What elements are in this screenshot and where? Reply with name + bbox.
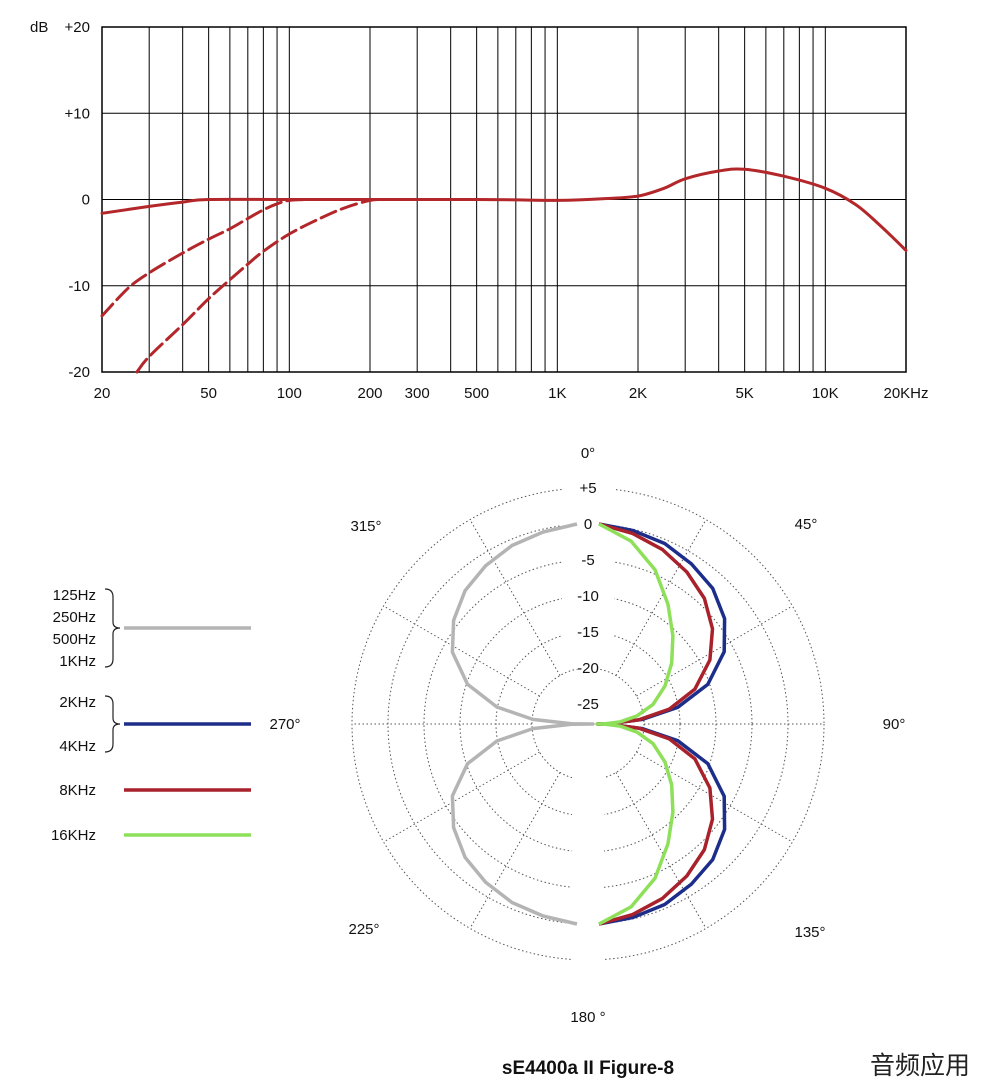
response-curve-2: [100, 198, 312, 318]
legend-label: 16KHz: [51, 827, 96, 844]
ring-label: -20: [577, 660, 599, 677]
polar-pattern-chart: +5 0 -5 -10 -15 -20 -25 0° 45° 90° 135° 180 ° 225° 27…: [51, 445, 970, 1080]
polar-spoke: [597, 519, 707, 707]
polar-spoke: [469, 741, 579, 929]
polar-curve-1: [450, 522, 595, 926]
frequency-response-chart: +20 +10 0 -10 -20 dB 20 50 100 200 300 500 1K 2K 5K 10K…: [30, 19, 929, 402]
legend-label: 1KHz: [59, 653, 96, 670]
x-tick-label: 300: [405, 385, 430, 402]
y-tick-label: +20: [65, 19, 90, 36]
x-tick-label: 1K: [548, 385, 566, 402]
x-tick-label: 500: [464, 385, 489, 402]
y-tick-label: -10: [68, 278, 90, 295]
legend-brace: [104, 588, 121, 668]
angle-label: 315°: [350, 518, 381, 535]
x-tick-label: 50: [200, 385, 217, 402]
legend-label: 500Hz: [53, 631, 96, 648]
polar-bottom-gap: [572, 764, 604, 970]
x-tick-label: 100: [277, 385, 302, 402]
y-tick-label: 0: [82, 192, 90, 209]
angle-label: 0°: [581, 445, 595, 462]
polar-spoke: [383, 605, 571, 715]
legend-label: 2KHz: [59, 694, 96, 711]
polar-spoke: [605, 605, 793, 715]
legend-brace: [104, 695, 121, 753]
polar-spoke: [597, 741, 707, 929]
ring-label: -15: [577, 624, 599, 641]
x-tick-label: 20KHz: [883, 385, 928, 402]
polar-spoke: [469, 519, 579, 707]
response-curve-3: [135, 197, 388, 374]
angle-label: 225°: [348, 921, 379, 938]
polar-spoke: [383, 733, 571, 843]
angle-label: 180 °: [570, 1009, 605, 1026]
legend-label: 8KHz: [59, 782, 96, 799]
polar-scale-gap: [562, 483, 614, 669]
y-tick-label: +10: [65, 105, 90, 122]
ring-label: +5: [579, 480, 596, 497]
angle-label: 45°: [795, 516, 818, 533]
legend-label: 125Hz: [53, 587, 96, 604]
chart-title: sE4400a II Figure-8: [502, 1058, 674, 1079]
angle-label: 270°: [269, 716, 300, 733]
polar-ring: [351, 487, 825, 961]
legend-label: 250Hz: [53, 609, 96, 626]
watermark: 音频应用: [870, 1051, 970, 1080]
x-tick-label: 20: [94, 385, 111, 402]
x-tick-label: 2K: [629, 385, 647, 402]
ring-label: -10: [577, 588, 599, 605]
angle-label: 135°: [794, 924, 825, 941]
angle-label: 90°: [883, 716, 906, 733]
x-tick-label: 5K: [735, 385, 753, 402]
y-axis-label: dB: [30, 19, 48, 36]
legend-label: 4KHz: [59, 738, 96, 755]
x-tick-label: 10K: [812, 385, 839, 402]
ring-label: -5: [581, 552, 594, 569]
y-tick-label: -20: [68, 364, 90, 381]
response-curve-1: [100, 167, 908, 252]
ring-label: -25: [577, 696, 599, 713]
polar-spoke: [605, 733, 793, 843]
ring-label: 0: [584, 516, 592, 533]
polar-curve-4: [595, 522, 675, 926]
x-tick-label: 200: [357, 385, 382, 402]
